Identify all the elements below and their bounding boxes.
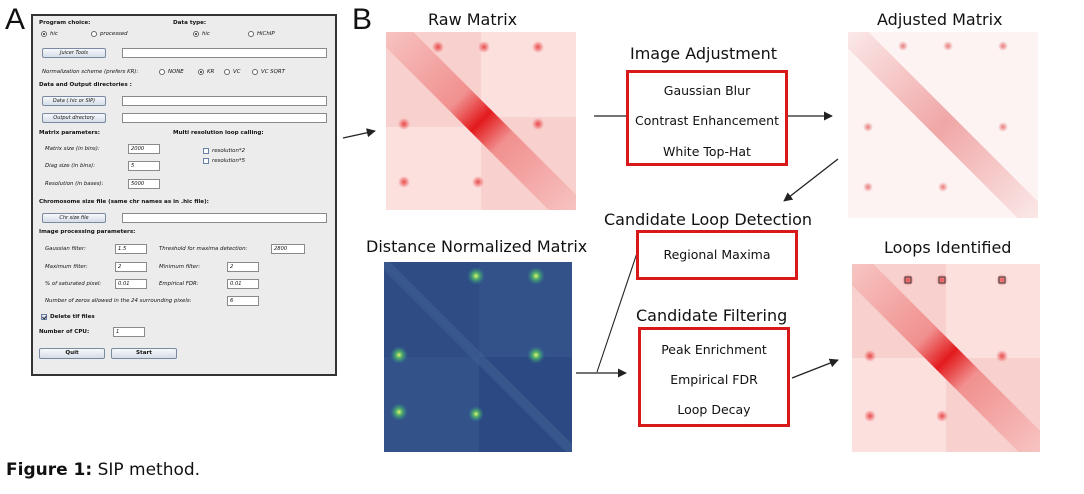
matrix-size-field[interactable]: 2000: [128, 144, 160, 154]
matrix-size-label: Matrix size (in bins):: [45, 146, 100, 152]
program-option-hic: hic: [50, 31, 58, 37]
empirical-fdr-label: Empirical FDR:: [159, 281, 199, 287]
norm-radio-vc[interactable]: [224, 69, 230, 75]
data-output-header: Data and Output directories :: [39, 82, 132, 88]
step-peak-enrichment: Peak Enrichment: [661, 342, 767, 357]
chr-size-file-button[interactable]: Chr size file: [42, 213, 106, 223]
norm-option-kr: KR: [207, 69, 215, 75]
saturated-pixel-label: % of saturated pixel:: [45, 281, 102, 287]
saturated-pixel-field[interactable]: 0.01: [115, 279, 147, 289]
norm-option-vc-sqrt: VC SQRT: [261, 69, 285, 75]
chrom-size-header: Chromosome size file (same chr names as …: [39, 199, 209, 205]
program-option-processed: processed: [100, 31, 128, 37]
arrow-gui-to-raw: [342, 128, 376, 139]
norm-radio-none[interactable]: [159, 69, 165, 75]
threshold-label: Threshold for maxima detection:: [159, 246, 248, 252]
data-type-label: Data type:: [173, 20, 207, 26]
datatype-radio-hic[interactable]: [193, 31, 199, 37]
figure-caption-label: Figure 1:: [6, 460, 93, 480]
zeros-allowed-field[interactable]: 6: [227, 296, 259, 306]
datatype-option-hic: hic: [202, 31, 210, 37]
zeros-allowed-label: Number of zeros allowed in the 24 surrou…: [45, 298, 192, 304]
candidate-loop-detection-title: Candidate Loop Detection: [604, 210, 813, 229]
juicer-tools-button[interactable]: Juicer Tools: [42, 48, 106, 58]
program-choice-label: Program choice:: [39, 20, 91, 26]
sip-gui-window: Program choice: Data type: hic processed…: [31, 14, 337, 376]
resolution-x5-label: resolution*5: [212, 158, 246, 164]
norm-option-none: NONE: [168, 69, 184, 75]
resolution-field[interactable]: 5000: [128, 179, 160, 189]
step-empirical-fdr: Empirical FDR: [670, 372, 758, 387]
cpu-label: Number of CPU:: [39, 329, 90, 335]
data-button[interactable]: Data (.hic or SIP): [42, 96, 106, 106]
resolution-x2-label: resolution*2: [212, 148, 246, 154]
chr-size-file-field[interactable]: [122, 213, 327, 223]
cpu-field[interactable]: 1: [113, 327, 145, 337]
panel-a-letter: A: [5, 3, 26, 36]
distance-normalized-matrix-image: [384, 262, 572, 452]
candidate-filtering-box: Peak Enrichment Empirical FDR Loop Decay: [638, 327, 790, 427]
adjusted-matrix-image: [848, 32, 1038, 218]
arrow-adjusted-to-detection: [783, 158, 839, 202]
output-directory-button[interactable]: Output directory: [42, 113, 106, 123]
image-params-header: Image processing parameters:: [39, 229, 136, 235]
connector-detection-to-distance: [596, 252, 638, 373]
candidate-loop-detection-box: Regional Maxima: [636, 230, 798, 280]
arrow-filtering-to-loops: [791, 358, 839, 379]
minimum-filter-label: Minimum filter:: [159, 264, 201, 270]
raw-matrix-title: Raw Matrix: [428, 10, 518, 29]
quit-button[interactable]: Quit: [39, 348, 105, 359]
empirical-fdr-field[interactable]: 0.01: [227, 279, 259, 289]
norm-radio-kr[interactable]: [198, 69, 204, 75]
normalization-label: Normalization scheme (prefers KR):: [42, 69, 139, 75]
gaussian-filter-field[interactable]: 1.5: [115, 244, 147, 254]
program-radio-processed[interactable]: [91, 31, 97, 37]
adjusted-matrix-title: Adjusted Matrix: [877, 10, 1003, 29]
output-directory-field[interactable]: [122, 113, 327, 123]
step-contrast-enhancement: Contrast Enhancement: [635, 113, 779, 128]
gaussian-filter-label: Gaussian filter:: [45, 246, 86, 252]
juicer-tools-field[interactable]: [122, 48, 327, 58]
threshold-field[interactable]: 2800: [271, 244, 305, 254]
maximum-filter-field[interactable]: 2: [115, 262, 147, 272]
candidate-filtering-title: Candidate Filtering: [636, 306, 788, 325]
distance-normalized-title: Distance Normalized Matrix: [366, 237, 588, 256]
diag-size-label: Diag size (in bins):: [45, 163, 96, 169]
resolution-x2-checkbox[interactable]: [203, 148, 209, 154]
image-adjustment-title: Image Adjustment: [630, 44, 778, 63]
step-white-top-hat: White Top-Hat: [663, 144, 751, 159]
matrix-params-header: Matrix parameters:: [39, 130, 100, 136]
datatype-option-hichip: HiChIP: [257, 31, 275, 37]
multi-res-header: Multi resolution loop calling:: [173, 130, 264, 136]
loops-identified-image: [852, 264, 1040, 452]
step-regional-maxima: Regional Maxima: [663, 247, 771, 262]
resolution-x5-checkbox[interactable]: [203, 158, 209, 164]
resolution-label: Resolution (in bases):: [45, 181, 104, 187]
minimum-filter-field[interactable]: 2: [227, 262, 259, 272]
panel-b-letter: B: [352, 3, 373, 36]
step-gaussian-blur: Gaussian Blur: [663, 83, 751, 98]
norm-option-vc: VC: [233, 69, 241, 75]
start-button[interactable]: Start: [111, 348, 177, 359]
delete-tif-label: Delete tif files: [50, 314, 95, 320]
step-loop-decay: Loop Decay: [677, 402, 751, 417]
loops-identified-title: Loops Identified: [884, 238, 1012, 257]
program-radio-hic[interactable]: [41, 31, 47, 37]
delete-tif-checkbox[interactable]: [41, 314, 47, 320]
maximum-filter-label: Maximum filter:: [45, 264, 88, 270]
datatype-radio-hichip[interactable]: [248, 31, 254, 37]
diag-size-field[interactable]: 5: [128, 161, 160, 171]
data-field[interactable]: [122, 96, 327, 106]
image-adjustment-box: Gaussian Blur Contrast Enhancement White…: [626, 70, 788, 166]
norm-radio-vc-sqrt[interactable]: [252, 69, 258, 75]
raw-matrix-image: [386, 32, 576, 210]
figure-caption: Figure 1: SIP method.: [6, 460, 200, 480]
figure-caption-text: SIP method.: [92, 460, 201, 480]
